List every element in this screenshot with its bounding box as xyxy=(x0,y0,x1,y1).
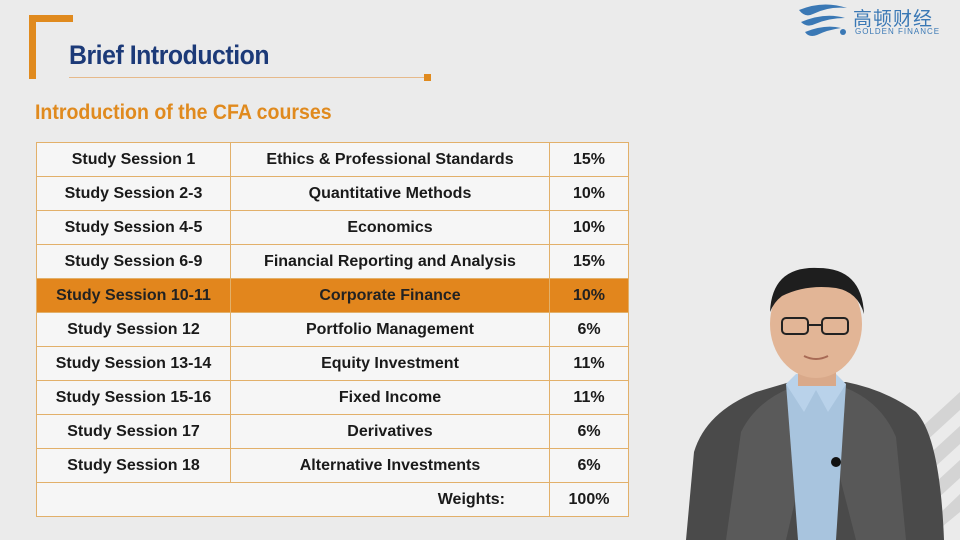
slide-title: Brief Introduction xyxy=(69,40,270,70)
weight-cell: 10% xyxy=(549,210,629,245)
table-row: Study Session 2-3 Quantitative Methods 1… xyxy=(36,176,629,211)
table-total-row: Weights: 100% xyxy=(36,482,629,517)
title-underline-dot xyxy=(424,74,431,81)
study-session-cell: Study Session 6-9 xyxy=(36,244,231,279)
topic-cell: Portfolio Management xyxy=(230,312,550,347)
weight-cell: 10% xyxy=(549,176,629,211)
topic-cell: Alternative Investments xyxy=(230,448,550,483)
topic-cell: Financial Reporting and Analysis xyxy=(230,244,550,279)
weight-cell: 6% xyxy=(549,312,629,347)
weight-cell: 11% xyxy=(549,346,629,381)
weight-cell: 15% xyxy=(549,244,629,279)
table-row: Study Session 12 Portfolio Management 6% xyxy=(36,312,629,347)
table-row: Study Session 4-5 Economics 10% xyxy=(36,210,629,245)
golden-finance-swirl-icon xyxy=(799,4,847,36)
table-row: Study Session 18 Alternative Investments… xyxy=(36,448,629,483)
topic-cell: Ethics & Professional Standards xyxy=(230,142,550,177)
weight-cell: 11% xyxy=(549,380,629,415)
study-session-cell: Study Session 1 xyxy=(36,142,231,177)
weights-label: Weights: xyxy=(36,482,550,517)
table-row-highlighted: Study Session 10-11 Corporate Finance 10… xyxy=(36,278,629,313)
weight-cell: 10% xyxy=(549,278,629,313)
slide-subtitle: Introduction of the CFA courses xyxy=(35,101,332,124)
topic-cell: Derivatives xyxy=(230,414,550,449)
study-session-cell: Study Session 4-5 xyxy=(36,210,231,245)
study-session-cell: Study Session 10-11 xyxy=(36,278,231,313)
topic-cell: Economics xyxy=(230,210,550,245)
study-session-cell: Study Session 13-14 xyxy=(36,346,231,381)
table-row: Study Session 1 Ethics & Professional St… xyxy=(36,142,629,177)
weight-cell: 15% xyxy=(549,142,629,177)
title-bracket-decoration xyxy=(29,15,73,79)
title-underline xyxy=(69,77,426,78)
table-row: Study Session 17 Derivatives 6% xyxy=(36,414,629,449)
study-session-cell: Study Session 15-16 xyxy=(36,380,231,415)
logo-english-text: GOLDEN FINANCE xyxy=(855,27,941,36)
topic-cell: Corporate Finance xyxy=(230,278,550,313)
weight-cell: 6% xyxy=(549,414,629,449)
study-session-cell: Study Session 2-3 xyxy=(36,176,231,211)
topic-cell: Quantitative Methods xyxy=(230,176,550,211)
weights-total: 100% xyxy=(549,482,629,517)
presenter-video-figure xyxy=(686,267,944,540)
table-row: Study Session 13-14 Equity Investment 11… xyxy=(36,346,629,381)
study-session-cell: Study Session 12 xyxy=(36,312,231,347)
topic-cell: Fixed Income xyxy=(230,380,550,415)
study-session-cell: Study Session 17 xyxy=(36,414,231,449)
study-session-cell: Study Session 18 xyxy=(36,448,231,483)
topic-cell: Equity Investment xyxy=(230,346,550,381)
table-row: Study Session 15-16 Fixed Income 11% xyxy=(36,380,629,415)
logo-chinese-text: 高顿财经 xyxy=(853,8,934,30)
golden-finance-logo: 高顿财经 GOLDEN FINANCE xyxy=(795,0,955,42)
cfa-course-table: Study Session 1 Ethics & Professional St… xyxy=(36,142,629,517)
table-row: Study Session 6-9 Financial Reporting an… xyxy=(36,244,629,279)
weight-cell: 6% xyxy=(549,448,629,483)
